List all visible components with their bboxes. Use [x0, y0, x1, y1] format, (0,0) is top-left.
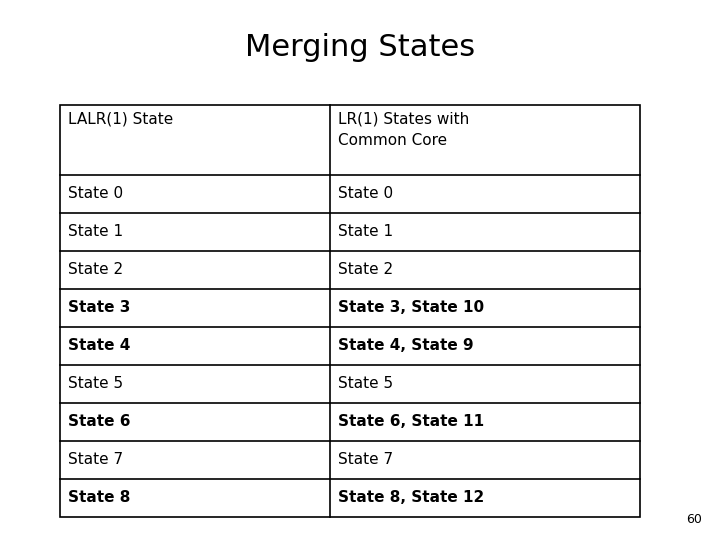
Text: State 1: State 1	[68, 225, 123, 240]
Text: LALR(1) State: LALR(1) State	[68, 112, 174, 127]
Text: State 0: State 0	[68, 186, 123, 201]
Text: State 3: State 3	[68, 300, 130, 315]
Text: 60: 60	[686, 513, 702, 526]
Text: State 7: State 7	[68, 453, 123, 468]
Text: State 4, State 9: State 4, State 9	[338, 339, 474, 354]
Text: State 6, State 11: State 6, State 11	[338, 415, 484, 429]
Text: State 6: State 6	[68, 415, 130, 429]
Text: State 7: State 7	[338, 453, 393, 468]
Text: State 8, State 12: State 8, State 12	[338, 490, 485, 505]
Text: Merging States: Merging States	[245, 33, 475, 63]
Text: State 2: State 2	[338, 262, 393, 278]
Text: State 5: State 5	[68, 376, 123, 392]
Bar	[60, 105, 640, 517]
Text: State 1: State 1	[338, 225, 393, 240]
Text: State 8: State 8	[68, 490, 130, 505]
Text: State 4: State 4	[68, 339, 130, 354]
Text: State 5: State 5	[338, 376, 393, 392]
Text: LR(1) States with
Common Core: LR(1) States with Common Core	[338, 112, 469, 148]
Text: State 2: State 2	[68, 262, 123, 278]
Text: State 0: State 0	[338, 186, 393, 201]
Text: State 3, State 10: State 3, State 10	[338, 300, 484, 315]
